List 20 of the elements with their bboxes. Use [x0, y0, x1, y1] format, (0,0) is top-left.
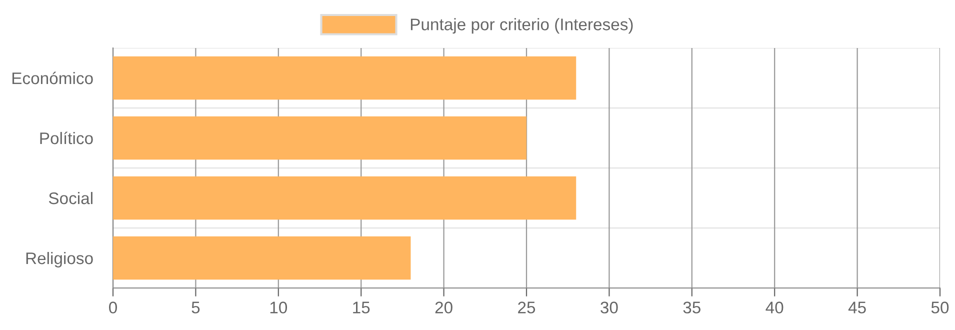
x-tick-label: 35	[683, 302, 700, 314]
x-tick-label: 5	[192, 302, 200, 314]
bar	[113, 116, 526, 160]
x-tick-label: 30	[600, 302, 618, 314]
x-tick-label: 20	[435, 302, 452, 314]
y-tick-label: Político	[40, 132, 93, 144]
x-tick-label: 0	[109, 302, 117, 314]
y-tick-label: Religioso	[26, 252, 93, 268]
x-tick-label: 25	[518, 302, 536, 314]
x-tick-label: 15	[353, 302, 370, 314]
x-tick-label: 45	[848, 302, 866, 314]
bar	[113, 176, 576, 220]
y-tick-label: Económico	[12, 72, 93, 84]
y-tick-label: Social	[48, 192, 92, 204]
legend-label: Puntaje por criterio (Intereses)	[410, 18, 633, 34]
x-tick-label: 50	[931, 302, 949, 314]
x-tick-label: 40	[766, 302, 784, 314]
bar	[113, 56, 576, 100]
bar	[113, 236, 411, 280]
x-tick-label: 10	[270, 302, 288, 314]
